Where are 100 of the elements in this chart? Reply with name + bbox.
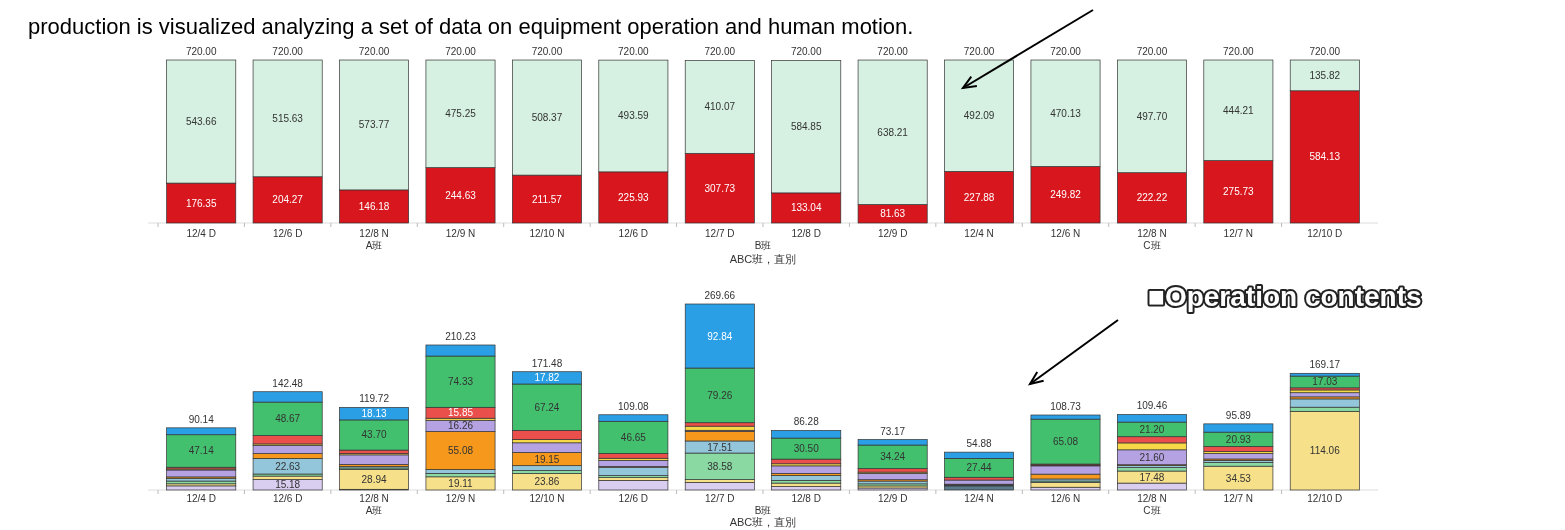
text: B班 xyxy=(754,240,772,251)
data-label: 244.63 xyxy=(445,189,477,201)
data-label: 23.86 xyxy=(534,476,560,488)
text: 720.00 xyxy=(272,46,304,57)
data-label: 17.82 xyxy=(534,372,560,384)
data-label: 20.93 xyxy=(1225,433,1252,445)
text: 720.00 xyxy=(877,46,909,57)
data-label: 222.22 xyxy=(1136,192,1168,204)
data-label: 21.60 xyxy=(1139,451,1165,463)
text: 720.00 xyxy=(358,46,390,57)
data-label: 65.08 xyxy=(1052,436,1079,448)
text: 720.00 xyxy=(1223,46,1255,57)
text: 720.00 xyxy=(531,46,563,57)
x-tick-label: 12/7 D xyxy=(705,228,735,239)
total-label: 108.73 xyxy=(1050,401,1082,412)
data-label: 46.65 xyxy=(620,431,647,443)
x-tick-label: 12/6 N xyxy=(1050,493,1081,504)
data-label: 67.24 xyxy=(534,401,560,413)
x-tick-label: 12/6 D xyxy=(272,493,303,504)
text: B班 xyxy=(754,505,772,516)
data-label: 92.84 xyxy=(707,330,733,342)
x-tick-label: 12/4 N xyxy=(964,493,994,504)
data-label: 146.18 xyxy=(358,200,390,212)
data-label: 22.63 xyxy=(275,460,301,472)
data-label: 225.93 xyxy=(618,191,650,203)
text: 720.00 xyxy=(704,46,736,57)
data-label: 493.59 xyxy=(618,110,650,122)
x-tick-label: 12/9 D xyxy=(877,228,908,239)
data-label: 584.13 xyxy=(1309,151,1341,163)
data-label: 81.63 xyxy=(880,208,906,220)
text: 720.00 xyxy=(618,46,650,57)
total-label: 73.17 xyxy=(880,425,906,437)
text: 720.00 xyxy=(1136,46,1168,57)
data-label: 176.35 xyxy=(185,197,217,209)
data-label: 135.82 xyxy=(1309,69,1341,81)
data-label: 444.21 xyxy=(1223,104,1255,116)
text: 720.00 xyxy=(963,46,995,57)
data-label: 17.48 xyxy=(1139,471,1165,483)
x-tick-label: 12/4 N xyxy=(964,228,994,239)
total-label: 171.48 xyxy=(531,357,563,369)
x-tick-label: 12/6 N xyxy=(1050,228,1081,239)
data-label: 114.06 xyxy=(1309,445,1341,457)
total-label: 95.89 xyxy=(1225,409,1252,421)
data-label: 307.73 xyxy=(704,182,736,194)
x-tick-label: 12/10 N xyxy=(529,228,565,239)
data-label: 30.50 xyxy=(793,443,820,455)
data-label: 15.18 xyxy=(275,479,301,491)
total-label: 169.17 xyxy=(1309,359,1341,371)
data-label: 211.57 xyxy=(532,193,563,205)
text: A班 xyxy=(365,505,383,516)
text: 720.00 xyxy=(445,46,477,57)
text: A班 xyxy=(365,240,383,251)
x-tick-label: 12/4 D xyxy=(186,228,216,239)
data-label: 584.85 xyxy=(790,121,822,133)
data-label: 21.20 xyxy=(1139,423,1165,435)
text: 720.00 xyxy=(1050,46,1082,57)
annotation: ■Operation contents xyxy=(1148,281,1422,312)
data-label: 227.88 xyxy=(963,191,995,203)
data-label: 15.85 xyxy=(447,407,474,419)
text: 720.00 xyxy=(1309,46,1341,57)
x-tick-label: 12/8 D xyxy=(791,228,821,239)
data-label: 18.13 xyxy=(361,408,388,420)
data-label: 470.13 xyxy=(1050,107,1082,119)
text: production is visualized analyzing a set of data on equipment operation and human motion. xyxy=(28,14,914,39)
data-label: 19.15 xyxy=(534,453,560,465)
x-tick-label: 12/9 N xyxy=(445,493,476,504)
data-label: 249.82 xyxy=(1050,189,1082,201)
data-label: 17.51 xyxy=(707,441,733,453)
x-tick-label: 12/10 N xyxy=(529,493,565,504)
data-label: 497.70 xyxy=(1136,110,1168,122)
x-tick-label: 12/8 N xyxy=(1137,228,1167,239)
x-tick-label: 12/6 D xyxy=(272,228,303,239)
total-label: 109.46 xyxy=(1136,400,1168,412)
x-tick-label: 12/8 N xyxy=(359,493,389,504)
total-label: 90.14 xyxy=(188,413,215,425)
data-label: 133.04 xyxy=(790,202,822,214)
x-tick-label: 12/6 D xyxy=(618,493,649,504)
x-tick-label: 12/8 N xyxy=(359,228,389,239)
x-tick-label: 12/8 D xyxy=(791,493,821,504)
data-label: 17.03 xyxy=(1312,376,1338,388)
data-label: 638.21 xyxy=(877,126,909,138)
x-tick-label: 12/6 D xyxy=(618,228,649,239)
data-label: 573.77 xyxy=(358,119,390,131)
data-label: 204.27 xyxy=(272,194,304,206)
total-label: 86.28 xyxy=(793,416,820,428)
total-label: 109.08 xyxy=(618,400,650,412)
data-label: 543.66 xyxy=(185,116,217,128)
data-label: 515.63 xyxy=(272,112,304,124)
data-label: 475.25 xyxy=(445,108,477,120)
data-label: 43.70 xyxy=(361,429,388,441)
data-label: 27.44 xyxy=(966,462,993,474)
x-tick-label: 12/9 D xyxy=(877,493,908,504)
data-label: 492.09 xyxy=(963,110,995,122)
data-label: 38.58 xyxy=(707,460,733,472)
text: 720.00 xyxy=(185,46,217,57)
text: 720.00 xyxy=(790,46,822,57)
x-tick-label: 12/7 N xyxy=(1223,493,1254,504)
x-tick-label: 12/9 N xyxy=(445,228,476,239)
data-label: 28.94 xyxy=(361,473,388,485)
total-label: 142.48 xyxy=(272,377,304,389)
